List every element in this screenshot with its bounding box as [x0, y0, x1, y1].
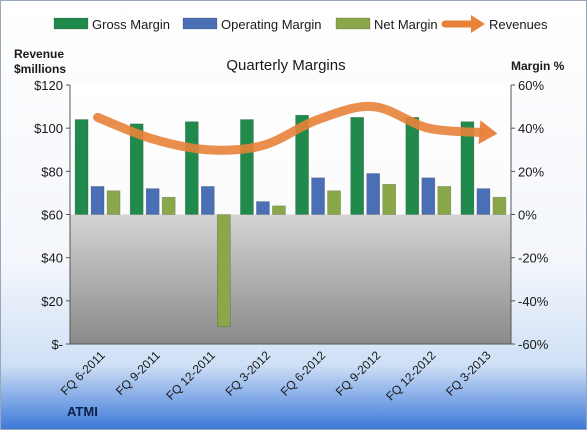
- x-tick-label: FQ 9-2011: [113, 348, 163, 398]
- company-label: ATMI: [67, 404, 98, 419]
- bar-operating-margin: [476, 188, 491, 215]
- right-tick-label: -60%: [518, 337, 549, 352]
- left-tick-label: $20: [41, 294, 63, 309]
- bar-net-margin: [217, 214, 231, 328]
- bar-operating-margin: [201, 186, 215, 215]
- plot-area-upper: [70, 85, 511, 215]
- legend-label-operating-margin: Operating Margin: [221, 17, 321, 32]
- bar-gross-margin: [350, 117, 364, 215]
- legend-arrowhead-revenues: [471, 15, 485, 33]
- x-tick-label: FQ 12-2011: [163, 348, 218, 403]
- right-axis-title: Margin %: [511, 59, 565, 73]
- legend-label-gross-margin: Gross Margin: [92, 17, 170, 32]
- left-tick-label: $100: [34, 121, 63, 136]
- left-axis-title-units: $millions: [14, 62, 66, 76]
- x-tick-label: FQ 3-2013: [443, 348, 494, 399]
- right-tick-label: 0%: [518, 208, 537, 223]
- bar-operating-margin: [366, 173, 380, 215]
- x-tick-label: FQ 3-2012: [223, 348, 274, 399]
- bar-net-margin: [106, 190, 121, 215]
- bar-operating-margin: [421, 177, 436, 215]
- legend-swatch-operating-margin: [182, 17, 218, 30]
- legend-swatch-net-margin: [335, 17, 371, 30]
- right-tick-label: -20%: [518, 251, 549, 266]
- bar-gross-margin: [405, 117, 420, 215]
- revenues-line: [93, 101, 488, 155]
- legend-label-net-margin: Net Margin: [374, 17, 438, 32]
- left-tick-label: $120: [34, 78, 63, 93]
- bar-operating-margin: [311, 177, 325, 215]
- left-tick-label: $60: [41, 208, 63, 223]
- bar-gross-margin: [240, 119, 254, 215]
- bar-gross-margin: [74, 119, 89, 215]
- left-tick-label: $-: [51, 337, 63, 352]
- legend-label-revenues: Revenues: [489, 17, 548, 32]
- x-tick-label: FQ 9-2012: [333, 348, 384, 399]
- bar-net-margin: [437, 186, 452, 215]
- bar-net-margin: [492, 196, 507, 215]
- right-tick-label: 60%: [518, 78, 544, 93]
- bar-net-margin: [382, 183, 396, 215]
- bar-net-margin: [272, 205, 286, 215]
- revenues-arrowhead: [478, 120, 498, 145]
- bar-net-margin: [327, 190, 341, 215]
- bar-gross-margin: [129, 123, 144, 215]
- bar-gross-margin: [185, 121, 199, 215]
- right-tick-label: 40%: [518, 121, 544, 136]
- bar-gross-margin: [295, 114, 309, 215]
- bar-gross-margin: [460, 121, 475, 215]
- right-tick-label: -40%: [518, 294, 549, 309]
- x-tick-label: FQ 6-2011: [58, 348, 108, 398]
- bar-net-margin: [161, 196, 176, 215]
- x-tick-label: FQ 12-2012: [383, 348, 438, 403]
- plot-area-lower: [70, 214, 511, 344]
- left-tick-label: $80: [41, 164, 63, 179]
- chart-title: Quarterly Margins: [226, 57, 345, 74]
- bar-operating-margin: [90, 186, 105, 215]
- left-axis-title: Revenue: [14, 47, 64, 61]
- bar-operating-margin: [256, 201, 270, 215]
- legend-swatch-gross-margin: [53, 17, 89, 30]
- x-tick-label: FQ 6-2012: [278, 348, 329, 399]
- right-tick-label: 20%: [518, 164, 544, 179]
- bar-operating-margin: [145, 188, 160, 215]
- left-tick-label: $40: [41, 251, 63, 266]
